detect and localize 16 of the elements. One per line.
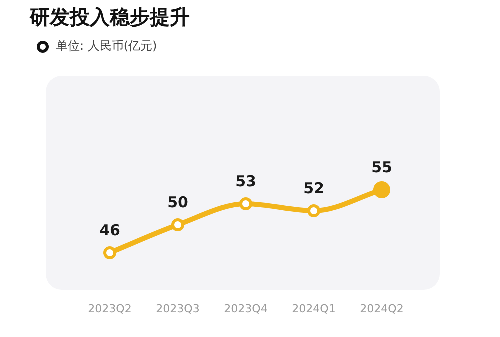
data-label: 53 (236, 172, 256, 190)
x-tick-label: 2024Q1 (292, 302, 336, 316)
data-label: 52 (304, 179, 324, 198)
point (308, 204, 320, 218)
chart-subtitle: 单位: 人民币(亿元) (56, 38, 158, 55)
point (104, 246, 116, 260)
x-tick-label: 2023Q3 (156, 302, 200, 316)
x-tick-label: 2023Q4 (224, 302, 268, 316)
x-tick-label: 2024Q2 (360, 302, 404, 316)
point (172, 218, 184, 232)
data-label: 55 (372, 158, 392, 176)
data-label: 46 (100, 221, 120, 240)
data-label: 50 (168, 193, 188, 212)
point (240, 198, 252, 210)
x-tick-label: 2023Q2 (88, 302, 132, 316)
chart-title: 研发投入稳步提升 (30, 4, 190, 31)
